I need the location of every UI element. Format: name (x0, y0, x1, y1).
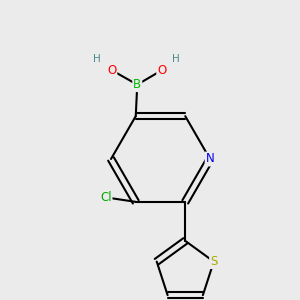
Text: S: S (210, 255, 218, 268)
Text: O: O (157, 64, 167, 77)
Text: B: B (133, 78, 141, 91)
Text: O: O (107, 64, 116, 77)
Text: H: H (94, 54, 101, 64)
Text: H: H (172, 54, 180, 64)
Text: N: N (206, 152, 214, 166)
Text: Cl: Cl (100, 191, 112, 204)
